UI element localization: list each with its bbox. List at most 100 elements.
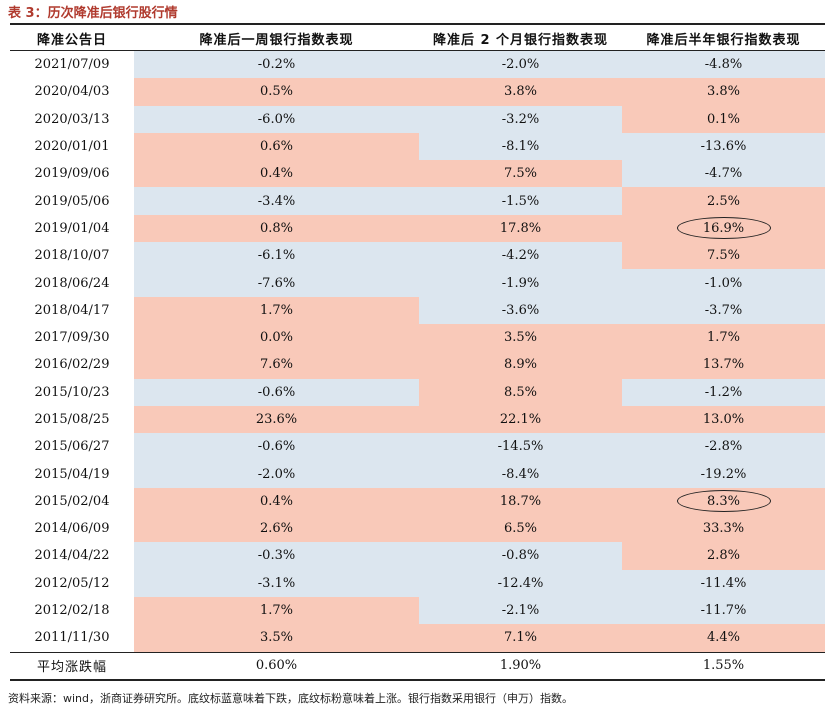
cell-value: 3.8% [503, 84, 538, 100]
cell-date: 2018/10/07 [34, 248, 110, 264]
source-note: 资料来源：wind，浙商证券研究所。底纹标蓝意味着下跌，底纹标粉意味着上涨。银行… [8, 692, 574, 705]
cell-half-year: 13.0% [622, 405, 825, 434]
header-two-month: 降准后 2 个月银行指数表现 [432, 32, 609, 48]
cell-two-month: 6.5% [419, 515, 622, 543]
cell-value: 17.8% [499, 220, 542, 236]
table-row: 2012/02/18 1.7% -2.1% -11.7% [10, 596, 825, 625]
cell-two-month: 7.1% [419, 624, 622, 652]
cell-date: 2015/02/04 [34, 493, 110, 509]
cell-value: -8.1% [501, 139, 540, 155]
cell-week: -0.6% [134, 433, 419, 461]
cell-week: 0.4% [134, 487, 419, 516]
cell-two-month: -8.1% [419, 132, 622, 161]
cell-week: 1.7% [134, 296, 419, 324]
cell-value: -4.7% [704, 166, 743, 182]
cell-value: 4.4% [706, 630, 741, 646]
cell-date: 2020/04/03 [34, 84, 110, 100]
cell-half-year: -2.8% [622, 433, 825, 461]
cell-half-year: 7.5% [622, 242, 825, 270]
cell-week: 23.6% [134, 405, 419, 434]
cell-two-month: -3.6% [419, 296, 622, 324]
cell-week: 0.5% [134, 78, 419, 106]
table-row: 2015/06/27 -0.6% -14.5% -2.8% [10, 433, 825, 461]
cell-value: 22.1% [499, 412, 542, 427]
cell-week: -0.6% [134, 378, 419, 406]
cell-date: 2016/02/29 [34, 357, 110, 373]
top-rule [10, 23, 825, 25]
cell-value: -0.6% [257, 439, 296, 455]
cell-half-year: 3.8% [622, 78, 825, 106]
cell-date: 2015/08/25 [34, 412, 110, 427]
highlight-ellipse [676, 217, 771, 240]
table-row: 2021/07/09 -0.2% -2.0% -4.8% [10, 51, 825, 79]
cell-week: 0.6% [134, 132, 419, 161]
cell-value: -8.4% [501, 466, 540, 482]
cell-value: -6.1% [257, 248, 296, 264]
cell-value: -0.2% [257, 57, 296, 73]
cell-half-year: -4.8% [622, 51, 825, 79]
cell-week: -0.2% [134, 51, 419, 79]
cell-week: 0.0% [134, 323, 419, 352]
cell-value: 8.9% [503, 357, 538, 373]
cell-value: 0.0% [259, 330, 294, 346]
cell-date: 2020/03/13 [34, 111, 110, 127]
cell-value: 1.7% [259, 603, 294, 619]
cell-date: 2015/04/19 [34, 466, 110, 482]
cell-value: 13.7% [702, 357, 745, 373]
cell-week: -6.0% [134, 105, 419, 133]
average-rule [10, 651, 825, 653]
cell-value: -1.9% [501, 275, 540, 291]
highlight-ellipse [676, 490, 771, 513]
cell-two-month: 3.5% [419, 323, 622, 352]
cell-value: -0.8% [501, 548, 540, 564]
table-title: 表 3：历次降准后银行股行情 [8, 6, 178, 21]
cell-two-month: -1.9% [419, 269, 622, 297]
cell-value: -3.7% [704, 302, 743, 318]
cell-value: -11.4% [700, 575, 747, 591]
cell-value: -3.4% [257, 193, 296, 209]
cell-value: 7.5% [503, 166, 538, 182]
cell-value: 2.5% [706, 193, 741, 209]
average-row: 平均涨跌幅 0.60% 1.90% 1.55% [10, 653, 825, 679]
cell-value: 0.4% [259, 166, 294, 182]
table-row: 2015/04/19 -2.0% -8.4% -19.2% [10, 460, 825, 488]
cell-two-month: 8.5% [419, 378, 622, 406]
header-rule [10, 50, 825, 51]
cell-value: 3.5% [503, 330, 538, 346]
cell-date: 2017/09/30 [34, 330, 110, 346]
cell-two-month: 8.9% [419, 351, 622, 379]
cell-two-month: 7.5% [419, 160, 622, 188]
cell-two-month: 3.8% [419, 78, 622, 106]
header-half-year: 降准后半年银行指数表现 [646, 32, 801, 48]
cell-two-month: -14.5% [419, 433, 622, 461]
cell-two-month: -2.1% [419, 596, 622, 625]
table-row: 2018/06/24 -7.6% -1.9% -1.0% [10, 269, 825, 297]
cell-value: -1.5% [501, 193, 540, 209]
cell-half-year: 2.8% [622, 542, 825, 570]
cell-value: -3.2% [501, 111, 540, 127]
cell-half-year: 2.5% [622, 187, 825, 215]
cell-half-year: -1.0% [622, 269, 825, 297]
cell-two-month: -12.4% [419, 569, 622, 597]
cell-date: 2021/07/09 [34, 57, 110, 73]
cell-value: -19.2% [700, 466, 747, 482]
cell-value: 3.5% [259, 630, 294, 646]
cell-two-month: -0.8% [419, 542, 622, 570]
cell-value: -0.3% [257, 548, 296, 564]
cell-value: -14.5% [497, 439, 544, 455]
cell-value: -2.0% [501, 57, 540, 73]
header-week: 降准后一周银行指数表现 [199, 32, 354, 48]
average-two-month: 1.90% [499, 658, 542, 674]
cell-half-year: -13.6% [622, 132, 825, 161]
cell-week: -3.1% [134, 569, 419, 597]
table-row: 2015/02/04 0.4% 18.7% 8.3% [10, 487, 825, 516]
cell-value: 0.5% [259, 84, 294, 100]
cell-value: 7.6% [259, 357, 294, 373]
cell-week: -6.1% [134, 242, 419, 270]
cell-half-year: -4.7% [622, 160, 825, 188]
cell-value: -2.0% [257, 466, 296, 482]
cell-week: -0.3% [134, 542, 419, 570]
cell-date: 2019/01/04 [34, 220, 110, 236]
cell-value: 13.0% [702, 412, 745, 427]
cell-week: 0.8% [134, 214, 419, 243]
